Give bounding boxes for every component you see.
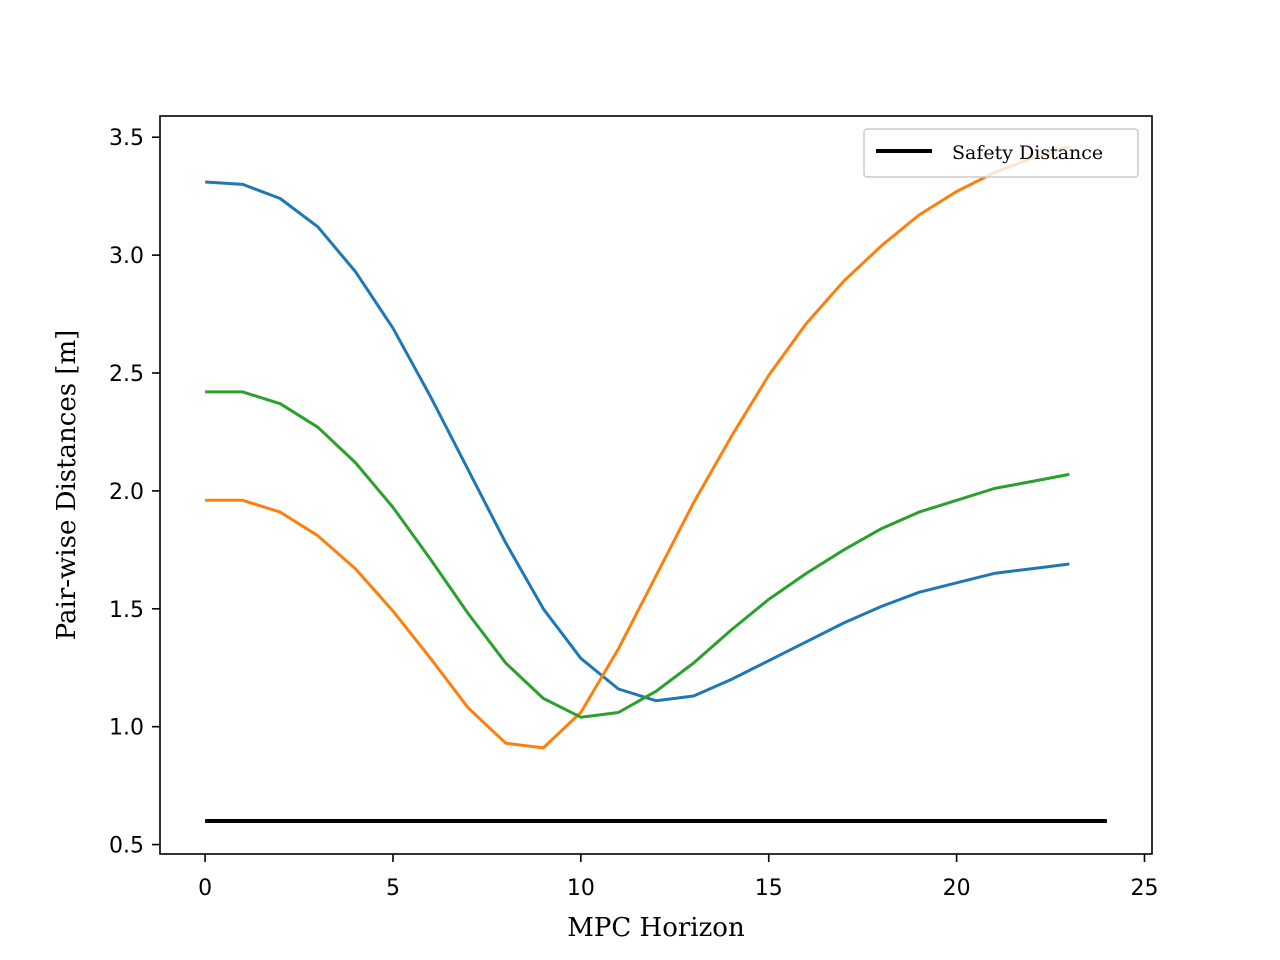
x-tick-label: 15 (755, 876, 783, 901)
x-tick-label: 25 (1130, 876, 1158, 901)
series-line-green (205, 390, 1070, 719)
x-axis: 0 5 10 15 20 25 (198, 854, 1158, 901)
plot-area (160, 116, 1152, 854)
legend: Safety Distance (863, 128, 1139, 178)
series-line-blue (205, 180, 1070, 703)
y-tick-label: 2.0 (109, 480, 144, 505)
x-tick-label: 10 (567, 876, 595, 901)
x-tick-label: 0 (198, 876, 212, 901)
series-layer (205, 145, 1107, 823)
y-tick-label: 2.5 (109, 362, 144, 387)
x-axis-label: MPC Horizon (567, 913, 745, 943)
y-tick-label: 3.0 (109, 244, 144, 269)
legend-box (863, 128, 1139, 178)
series-line-orange (205, 145, 1070, 750)
y-tick-label: 0.5 (109, 834, 144, 859)
y-tick-label: 3.5 (109, 126, 144, 151)
x-tick-label: 20 (943, 876, 971, 901)
y-axis-label: Pair-wise Distances [m] (52, 330, 82, 641)
legend-label-safety-distance: Safety Distance (952, 142, 1103, 164)
plot-frame (159, 115, 1153, 855)
x-tick-label: 5 (386, 876, 400, 901)
y-axis: 0.5 1.0 1.5 2.0 2.5 3.0 3.5 (109, 126, 160, 859)
y-tick-label: 1.5 (109, 598, 144, 623)
y-tick-label: 1.0 (109, 716, 144, 741)
